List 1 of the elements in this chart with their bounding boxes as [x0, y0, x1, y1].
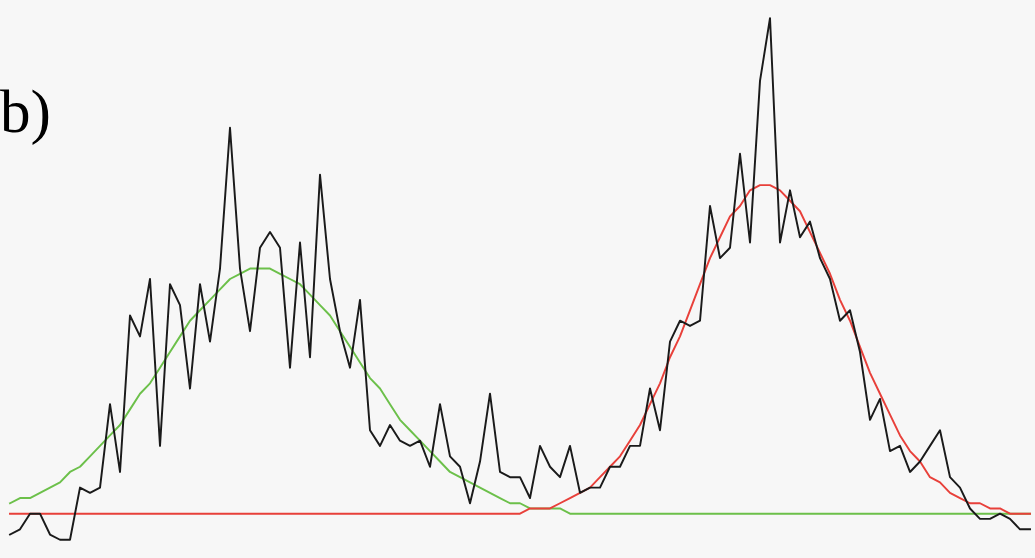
annotation: b): [0, 89, 49, 145]
